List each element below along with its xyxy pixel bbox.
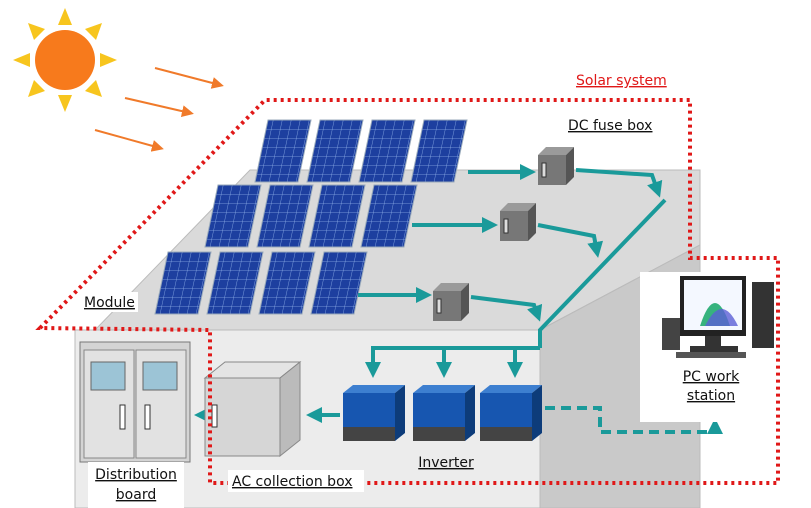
label: Module (84, 295, 135, 311)
label: Distribution (95, 467, 177, 483)
label: PC work (683, 369, 740, 385)
distribution-board-icon (80, 342, 190, 462)
label: Inverter (418, 455, 474, 471)
label: AC collection box (232, 474, 352, 490)
diagram: Solar system DC fuse box Module PC work … (0, 0, 811, 508)
sun (13, 8, 117, 112)
label: station (687, 388, 735, 404)
sun-rays (95, 68, 220, 148)
label: DC fuse box (568, 118, 652, 134)
inverters (343, 385, 542, 441)
label: board (116, 487, 156, 503)
ac-collection-box-icon (205, 362, 300, 456)
label: Solar system (576, 73, 667, 89)
